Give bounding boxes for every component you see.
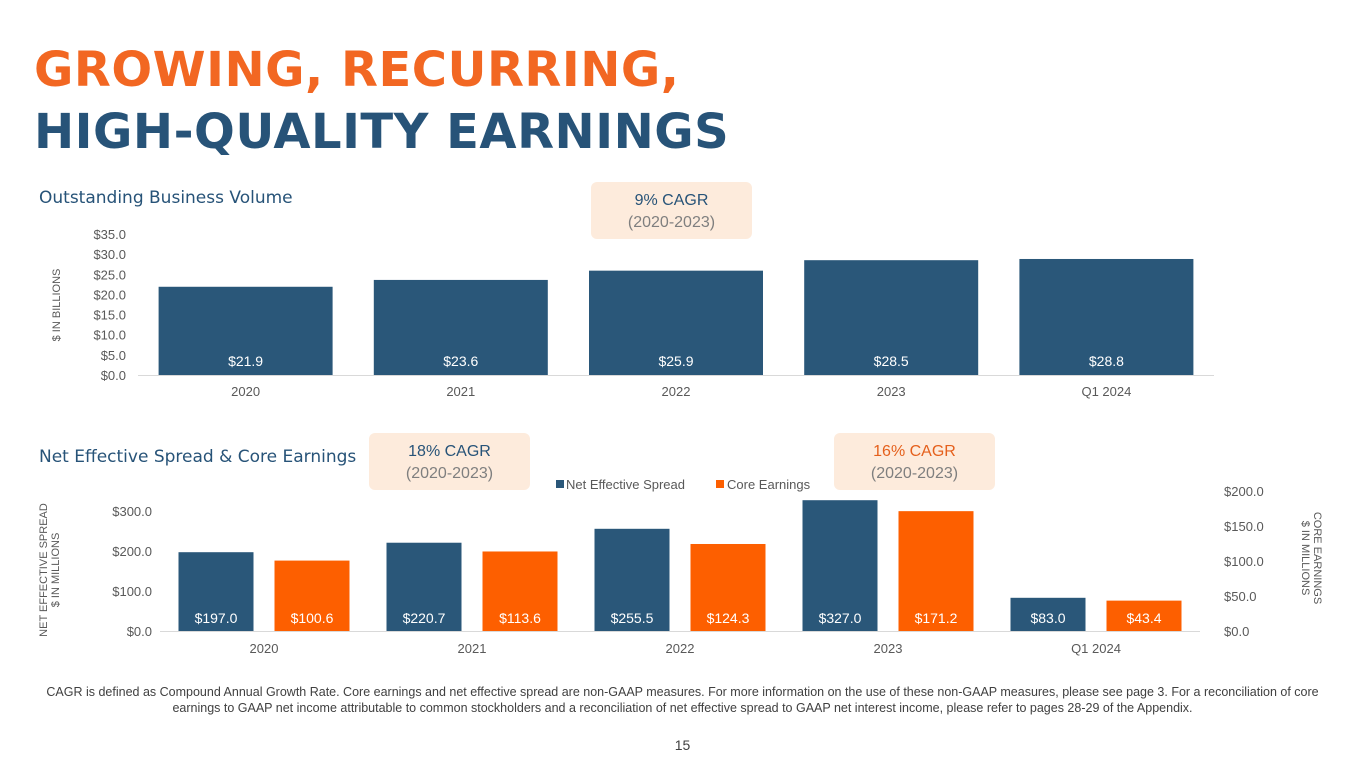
y-tick-label: $10.0 (93, 328, 126, 343)
x-tick-label: 2020 (231, 384, 260, 399)
bar-data-label: $28.8 (1089, 353, 1124, 369)
bar-data-label: $23.6 (443, 353, 478, 369)
cagr-range: (2020-2023) (870, 465, 959, 482)
top-cagr-callout: 9% CAGR (2020-2023) (591, 182, 752, 239)
bottom-cagr-callout-right: 16% CAGR (2020-2023) (834, 433, 995, 490)
bottom-cagr-callout-left: 18% CAGR (2020-2023) (369, 433, 530, 490)
bar-data-label: $21.9 (228, 353, 263, 369)
y-tick-label: $35.0 (93, 227, 126, 242)
y-tick-label: $20.0 (93, 287, 126, 302)
y-tick-label: $5.0 (101, 348, 126, 363)
cagr-pct: 18% CAGR (408, 443, 491, 460)
cagr-range: (2020-2023) (405, 465, 494, 482)
cagr-pct: 9% CAGR (634, 192, 709, 209)
y-tick-label: $25.0 (93, 267, 126, 282)
y-tick-label: $30.0 (93, 247, 126, 262)
title-line-2: HIGH-QUALITY EARNINGS (34, 104, 730, 160)
page-number: 15 (674, 737, 691, 753)
bar (589, 270, 763, 375)
bar-data-label: $25.9 (658, 353, 693, 369)
x-tick-label: 2021 (446, 384, 475, 399)
y-axis-label: $ IN BILLIONS (51, 269, 63, 342)
y-tick-label: $15.0 (93, 308, 126, 323)
bar (373, 279, 548, 375)
top-section-label: Outstanding Business Volume (39, 188, 293, 208)
x-tick-label: 2022 (662, 384, 691, 399)
bar-data-label: $28.5 (874, 353, 909, 369)
y-tick-label: $0.0 (101, 368, 126, 383)
cagr-pct: 16% CAGR (873, 443, 956, 460)
bar (158, 286, 333, 375)
bar (804, 260, 979, 375)
bar (1019, 258, 1194, 375)
footnote: CAGR is defined as Compound Annual Growt… (46, 685, 1319, 715)
cagr-range: (2020-2023) (627, 214, 716, 231)
x-tick-label: Q1 2024 (1081, 384, 1131, 399)
bottom-section-label: Net Effective Spread & Core Earnings (39, 447, 357, 467)
x-tick-label: 2023 (877, 384, 906, 399)
title-line-1: GROWING, RECURRING, (34, 42, 680, 98)
